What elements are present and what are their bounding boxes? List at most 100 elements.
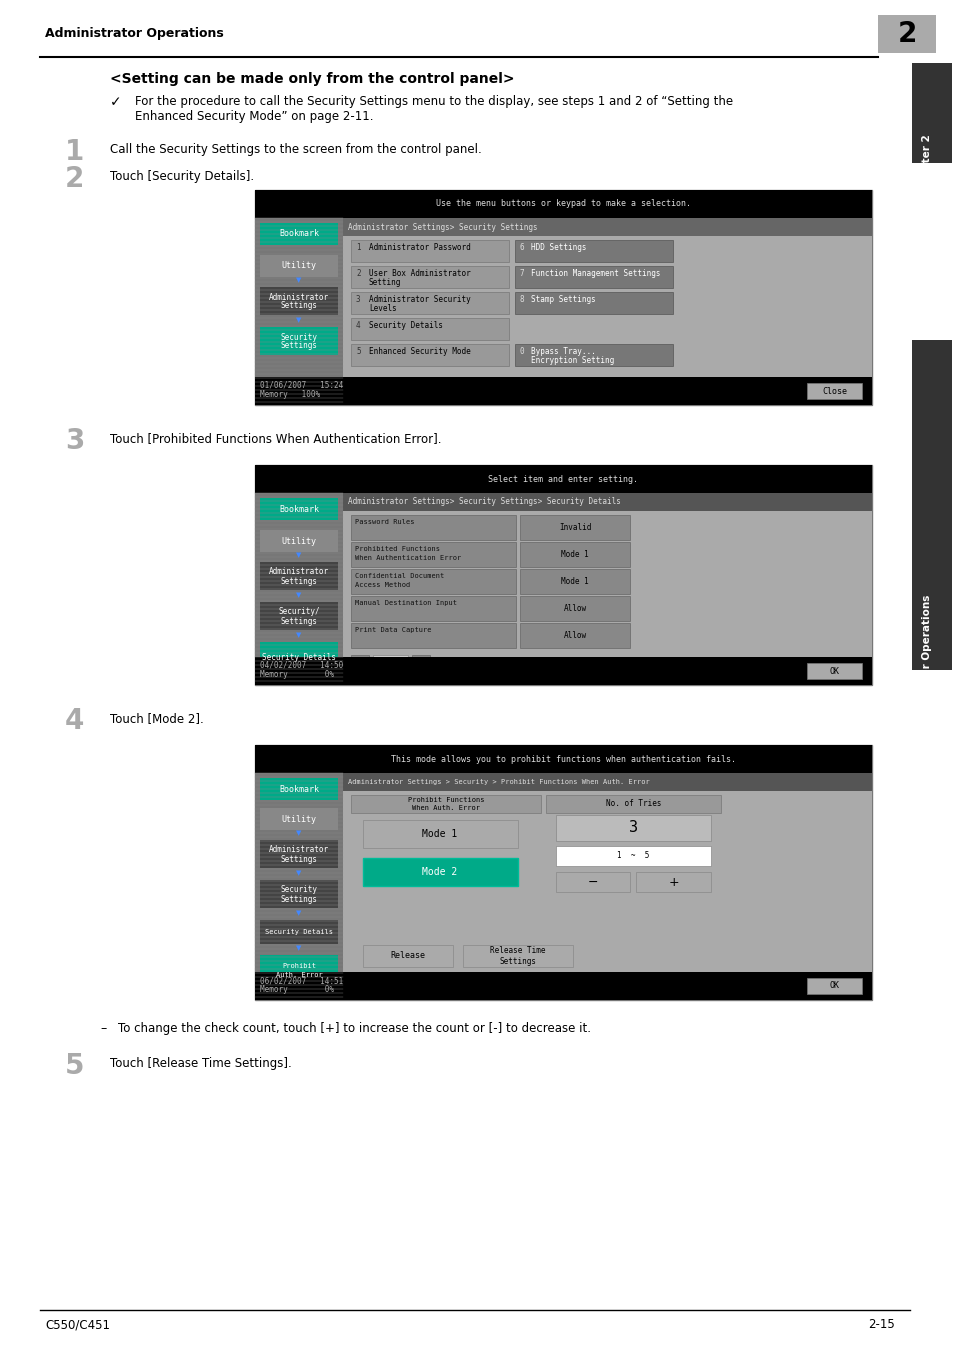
Bar: [877, 15, 935, 53]
Text: Encryption Setting: Encryption Setting: [531, 356, 614, 365]
Text: Utility: Utility: [281, 536, 316, 545]
Bar: [351, 655, 369, 671]
Text: Security: Security: [280, 332, 317, 342]
Text: 1  ~  5: 1 ~ 5: [617, 852, 649, 860]
Text: Manual Destination Input: Manual Destination Input: [355, 599, 456, 606]
Text: ▲: ▲: [357, 660, 362, 666]
Bar: [351, 292, 509, 315]
Bar: [515, 344, 672, 366]
Bar: [911, 63, 951, 163]
Text: Administrator Settings > Security > Prohibit Functions When Auth. Error: Administrator Settings > Security > Proh…: [348, 779, 649, 784]
Text: <Setting can be made only from the control panel>: <Setting can be made only from the contr…: [110, 72, 514, 86]
Bar: [260, 840, 337, 868]
Bar: [519, 622, 629, 648]
Bar: [363, 819, 517, 848]
Text: ▼: ▼: [296, 869, 301, 876]
Bar: [351, 595, 516, 621]
Bar: [254, 657, 871, 684]
Text: ✓: ✓: [110, 95, 121, 109]
Text: OK: OK: [829, 981, 840, 991]
Text: Invalid: Invalid: [558, 522, 591, 532]
Text: Mode 1: Mode 1: [560, 576, 588, 586]
Bar: [519, 595, 629, 621]
Text: Function Management Settings: Function Management Settings: [531, 269, 659, 278]
Text: Administrator Password: Administrator Password: [369, 243, 470, 252]
Bar: [462, 945, 573, 967]
Text: –: –: [100, 1022, 106, 1035]
Text: Settings: Settings: [280, 301, 317, 310]
Text: 01/06/2007   15:24: 01/06/2007 15:24: [260, 381, 343, 390]
Text: Utility: Utility: [281, 814, 316, 824]
Bar: [260, 919, 337, 944]
Text: Access Method: Access Method: [355, 582, 410, 589]
Bar: [260, 498, 337, 520]
Text: When Authentication Error: When Authentication Error: [355, 555, 460, 562]
Text: Stamp Settings: Stamp Settings: [531, 296, 595, 304]
Text: Close: Close: [821, 386, 846, 396]
Text: ▼: ▼: [296, 632, 301, 639]
Text: 2-15: 2-15: [867, 1319, 894, 1331]
Text: 3: 3: [65, 427, 84, 455]
Text: Mode 1: Mode 1: [422, 829, 457, 838]
Bar: [545, 795, 720, 813]
Bar: [254, 745, 871, 1000]
Bar: [351, 622, 516, 648]
Bar: [260, 602, 337, 630]
Text: Touch [Prohibited Functions When Authentication Error].: Touch [Prohibited Functions When Authent…: [110, 432, 441, 446]
Text: Prohibit Functions
When Auth. Error: Prohibit Functions When Auth. Error: [407, 798, 484, 810]
Text: ▼: ▼: [296, 317, 301, 323]
Text: 06/02/2007   14:51: 06/02/2007 14:51: [260, 976, 343, 986]
Text: Chapter 2: Chapter 2: [921, 134, 931, 192]
Bar: [260, 954, 337, 986]
Text: This mode allows you to prohibit functions when authentication fails.: This mode allows you to prohibit functio…: [391, 755, 735, 764]
Bar: [260, 562, 337, 590]
Text: Touch [Release Time Settings].: Touch [Release Time Settings].: [110, 1057, 292, 1071]
Bar: [254, 377, 871, 405]
Text: 04/02/2007   14:50: 04/02/2007 14:50: [260, 662, 343, 670]
Bar: [254, 217, 343, 405]
Text: Levels: Levels: [369, 304, 396, 313]
Text: Touch [Security Details].: Touch [Security Details].: [110, 170, 253, 184]
Text: Bookmark: Bookmark: [278, 784, 318, 794]
Text: 4: 4: [65, 707, 84, 734]
Bar: [343, 217, 871, 236]
Text: Mode 2: Mode 2: [422, 867, 457, 878]
Bar: [351, 319, 509, 340]
Text: 6: 6: [519, 243, 524, 252]
Bar: [351, 266, 509, 288]
Text: Mode 1: Mode 1: [560, 549, 588, 559]
Text: ▼: ▼: [296, 593, 301, 598]
Bar: [515, 240, 672, 262]
Text: Touch [Mode 2].: Touch [Mode 2].: [110, 711, 204, 725]
Text: Settings: Settings: [280, 342, 317, 351]
Text: 5: 5: [355, 347, 360, 356]
Text: Bypass Tray...: Bypass Tray...: [531, 347, 595, 356]
Bar: [343, 493, 871, 512]
Text: ▼: ▼: [417, 660, 423, 666]
Text: For the procedure to call the Security Settings menu to the display, see steps 1: For the procedure to call the Security S…: [135, 95, 732, 108]
Text: Bookmark: Bookmark: [278, 230, 318, 239]
Bar: [260, 531, 337, 552]
Text: 7: 7: [519, 269, 524, 278]
Text: Allow: Allow: [563, 630, 586, 640]
Bar: [515, 266, 672, 288]
Text: Memory        0%: Memory 0%: [260, 986, 334, 994]
Text: 3: 3: [355, 296, 360, 304]
Text: +: +: [668, 876, 679, 888]
Text: No. of Tries: No. of Tries: [605, 799, 660, 809]
Text: User Box Administrator: User Box Administrator: [369, 269, 470, 278]
Bar: [363, 859, 517, 886]
Text: Setting: Setting: [369, 278, 401, 288]
Text: Bookmark: Bookmark: [278, 505, 318, 513]
Bar: [911, 340, 951, 670]
Bar: [556, 846, 710, 865]
Bar: [260, 288, 337, 315]
Text: 2: 2: [897, 20, 916, 49]
Text: Memory        0%: Memory 0%: [260, 670, 334, 679]
Bar: [806, 383, 862, 400]
Bar: [343, 217, 871, 405]
Text: 2: 2: [355, 269, 360, 278]
Bar: [519, 541, 629, 567]
Bar: [351, 795, 540, 813]
Bar: [515, 292, 672, 315]
